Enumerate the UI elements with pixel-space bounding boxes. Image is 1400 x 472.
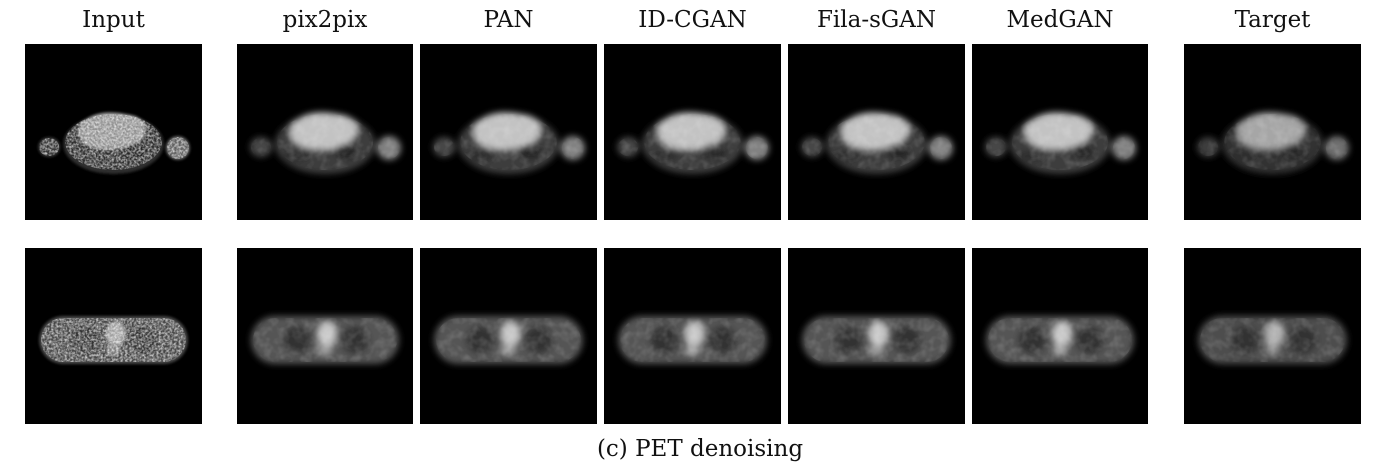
pet-slice-image <box>986 316 1134 364</box>
pet-slice-idcgan-row2 <box>604 248 781 424</box>
pet-slice-pix2pix-row1 <box>237 44 413 220</box>
column-title-pix2pix: pix2pix <box>282 7 368 33</box>
pet-slice-image <box>617 112 769 174</box>
pet-slice-image <box>433 112 585 174</box>
column-title-medgan: MedGAN <box>1006 7 1114 33</box>
pet-slice-image <box>250 112 401 174</box>
pet-slice-image <box>801 112 953 174</box>
pet-slice-image <box>1197 112 1349 174</box>
pet-slice-filasgan-row1 <box>788 44 965 220</box>
pet-slice-target-row1 <box>1184 44 1361 220</box>
pet-slice-pan-row2 <box>420 248 597 424</box>
pet-slice-pan-row1 <box>420 44 597 220</box>
pet-slice-image <box>39 316 188 364</box>
pet-slice-image <box>1198 316 1347 364</box>
pet-slice-image <box>985 112 1136 174</box>
pet-slice-medgan-row2 <box>972 248 1148 424</box>
pet-slice-image <box>38 112 190 174</box>
pet-slice-image <box>618 316 767 364</box>
figure-caption: (c) PET denoising <box>596 436 804 462</box>
pet-slice-pix2pix-row2 <box>237 248 413 424</box>
column-title-filasgan: Fila-sGAN <box>816 7 937 33</box>
pet-slice-image <box>251 316 399 364</box>
pet-slice-idcgan-row1 <box>604 44 781 220</box>
pet-slice-target-row2 <box>1184 248 1361 424</box>
pet-slice-image <box>434 316 583 364</box>
pet-slice-image <box>802 316 951 364</box>
column-title-target: Target <box>1234 7 1311 33</box>
pet-slice-filasgan-row2 <box>788 248 965 424</box>
column-title-idcgan: ID-CGAN <box>638 7 747 33</box>
pet-slice-medgan-row1 <box>972 44 1148 220</box>
column-title-pan: PAN <box>483 7 534 33</box>
column-title-input: Input <box>82 7 145 33</box>
pet-slice-input-row1 <box>25 44 202 220</box>
pet-slice-input-row2 <box>25 248 202 424</box>
